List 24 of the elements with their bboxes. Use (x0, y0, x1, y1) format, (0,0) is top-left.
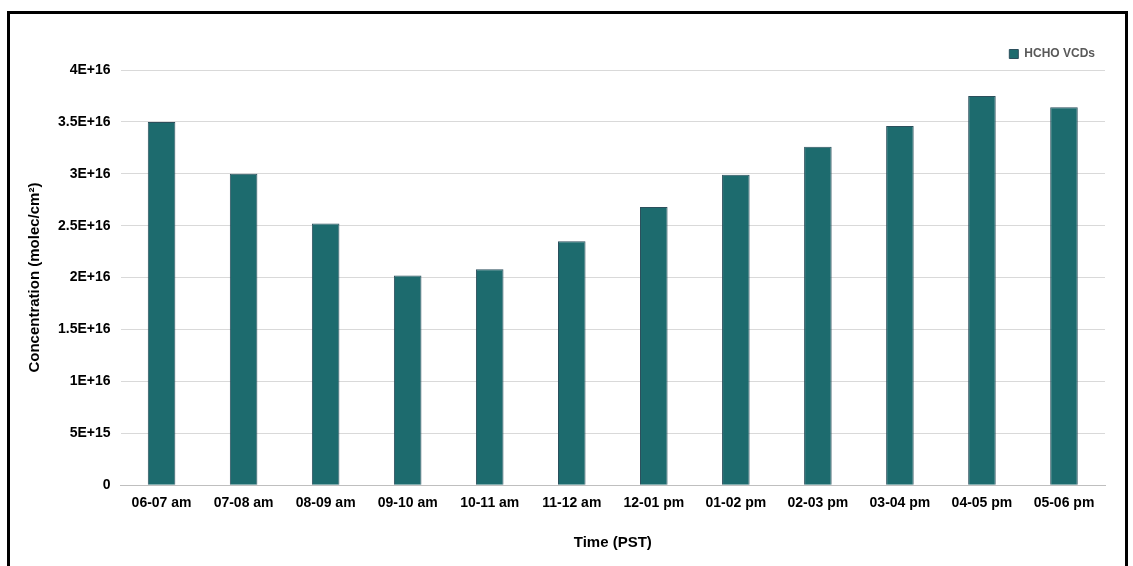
x-tick-label: 04-05 pm (951, 494, 1013, 511)
x-tick-label: 05-06 pm (1033, 494, 1095, 511)
x-axis-title: Time (PST) (573, 533, 652, 551)
y-tick-label: 2.5E+16 (57, 216, 111, 233)
x-tick-label: 07-08 am (213, 494, 274, 511)
x-tick-label: 12-01 pm (623, 494, 685, 511)
legend-label: HCHO VCDs (1024, 46, 1096, 61)
y-tick-label: 4E+16 (69, 60, 111, 77)
y-tick-label: 5E+15 (69, 424, 111, 441)
x-tick-label: 11-12 am (542, 494, 602, 511)
y-tick-label: 1E+16 (69, 372, 111, 389)
y-tick-label: 0 (102, 476, 111, 493)
y-tick-label: 3E+16 (69, 164, 111, 181)
x-tick-label: 06-07 am (131, 494, 192, 511)
x-tick-label: 09-10 am (377, 494, 438, 511)
y-tick-label: 2E+16 (69, 268, 111, 285)
x-tick-label: 02-03 pm (787, 494, 849, 511)
y-axis-title: Concentration (molec/cm²) (25, 182, 43, 373)
x-tick-label: 03-04 pm (869, 494, 931, 511)
x-tick-label: 01-02 pm (705, 494, 767, 511)
y-tick-label: 1.5E+16 (57, 320, 111, 337)
x-tick-label: 08-09 am (295, 494, 356, 511)
y-tick-label: 3.5E+16 (57, 112, 111, 129)
x-tick-label: 10-11 am (460, 494, 520, 511)
